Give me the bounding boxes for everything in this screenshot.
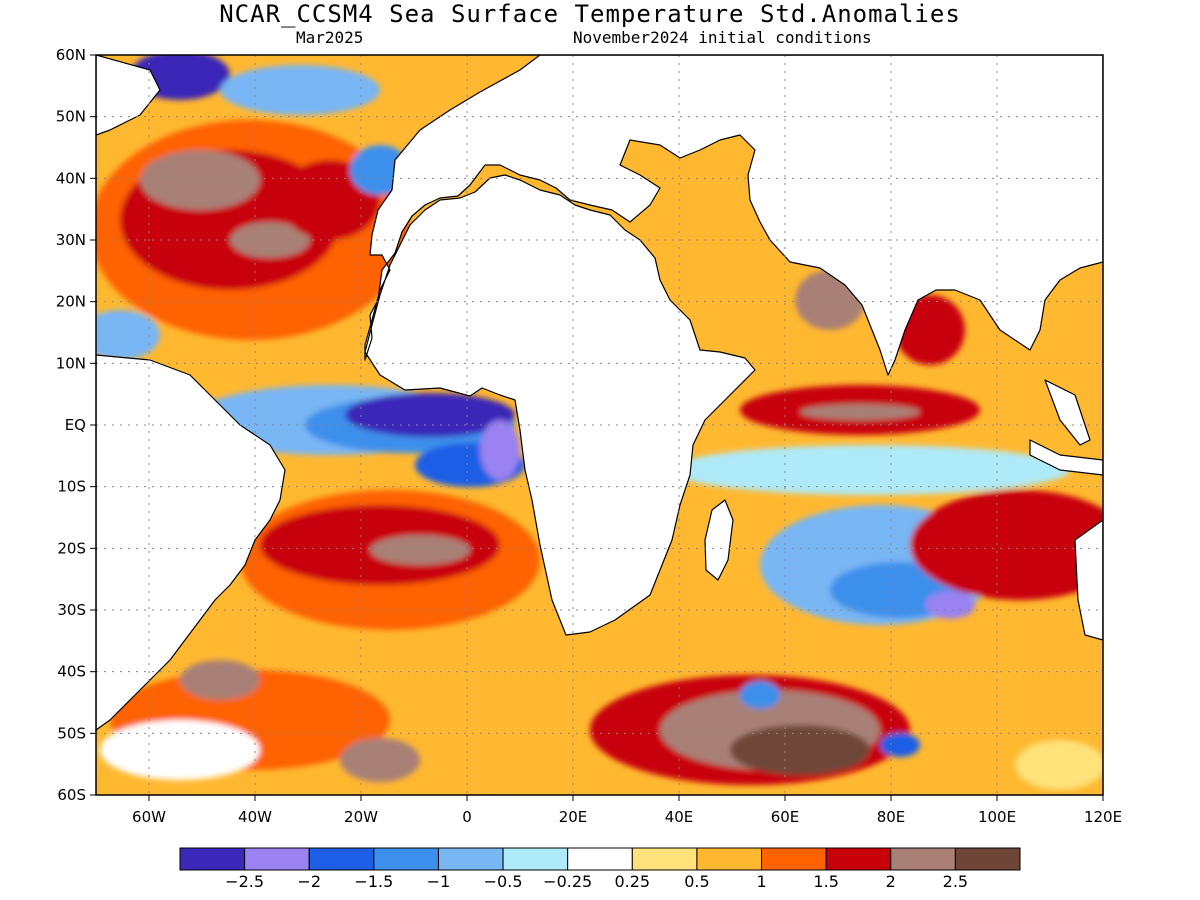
lat-tick-label: 40S (57, 663, 86, 681)
graticule (96, 55, 1103, 795)
cold-region (925, 591, 975, 619)
very-warm-region (340, 738, 420, 782)
lat-tick-label: 10N (56, 354, 86, 372)
colorbar-label: 0.5 (684, 872, 709, 891)
lon-tick-label: 60W (132, 808, 166, 826)
colorbar-label: −2.5 (225, 872, 264, 891)
colorbar-label: −0.5 (484, 872, 523, 891)
lon-tick-label: 80E (877, 808, 906, 826)
lat-tick-label: 50S (57, 724, 86, 742)
colorbar-label: −1.5 (354, 872, 393, 891)
cool-region (740, 681, 780, 709)
cold-region (480, 420, 520, 480)
very-warm-region (140, 150, 260, 210)
lon-tick-label: 20E (559, 808, 588, 826)
colorbar-swatch (179, 847, 246, 871)
lat-tick-label: 30S (57, 601, 86, 619)
colorbar-label: 2 (886, 872, 896, 891)
warm-region (910, 490, 1103, 600)
colorbar-swatch (373, 847, 439, 871)
colorbar-label: −1 (427, 872, 451, 891)
lon-tick-label: 20W (344, 808, 378, 826)
colorbar-label: −0.25 (543, 872, 592, 891)
very-warm-region (370, 535, 470, 565)
cold-region (880, 733, 920, 757)
lon-tick-label: 40E (665, 808, 694, 826)
latitude-axis: 60N 50N 40N 30N 20N 10N EQ 10S 20S 30S 40S 50S 60S (56, 46, 96, 804)
longitude-axis: 60W 40W 20W 0 20E 40E 60E 80E 100E 120E (132, 795, 1122, 826)
lat-tick-label: 50N (56, 108, 86, 126)
anomaly-field (96, 55, 1103, 795)
lon-tick-label: 100E (978, 808, 1016, 826)
colorbar: −2.5 −2 −1.5 −1 −0.5 −0.25 0.25 0.5 1 1.5 2 2.5 (179, 847, 1021, 891)
colorbar-swatch (761, 847, 827, 871)
colorbar-label: 0.25 (614, 872, 650, 891)
cool-region (220, 65, 380, 115)
lat-tick-label: 20N (56, 293, 86, 311)
colorbar-swatch (437, 847, 504, 871)
colorbar-swatch (631, 847, 698, 871)
cool-region (670, 445, 1070, 495)
landmasses (96, 55, 1103, 731)
lon-tick-label: 60E (771, 808, 800, 826)
lat-tick-label: 60N (56, 46, 86, 64)
colorbar-swatch (308, 847, 375, 871)
landmass-indonesia (1029, 379, 1103, 476)
colorbar-swatch (954, 847, 1021, 871)
lat-tick-label: 20S (57, 539, 86, 557)
initial-conditions-label: November2024 initial conditions (573, 28, 872, 47)
colorbar-swatch (825, 847, 892, 871)
colorbar-swatch (890, 847, 956, 871)
colorbar-swatch (696, 847, 763, 871)
colorbar-label: 1.5 (813, 872, 838, 891)
lon-tick-label: 120E (1084, 808, 1122, 826)
lat-tick-label: 10S (57, 478, 86, 496)
slightly-warm-region (1015, 740, 1103, 790)
neutral-region (100, 720, 260, 780)
very-warm-region (180, 660, 260, 700)
landmass-south-america (96, 55, 286, 731)
colorbar-swatch (502, 847, 569, 871)
very-warm-region (800, 404, 920, 420)
lat-tick-label: 60S (57, 786, 86, 804)
colorbar-label: 1 (756, 872, 766, 891)
cold-region (345, 393, 515, 437)
landmass-africa-eurasia (364, 55, 1103, 636)
lon-tick-label: 40W (238, 808, 272, 826)
colorbar-swatch (244, 847, 310, 871)
lon-tick-label: 0 (462, 808, 472, 826)
landmass-madagascar (704, 499, 734, 581)
colorbar-swatch (567, 847, 633, 871)
cool-region (96, 310, 160, 360)
lat-tick-label: 40N (56, 169, 86, 187)
extreme-warm-region (730, 725, 870, 775)
target-month-label: Mar2025 (296, 28, 364, 47)
lat-tick-label: EQ (65, 416, 86, 434)
colorbar-label: −2 (297, 872, 321, 891)
colorbar-label: 2.5 (943, 872, 968, 891)
very-warm-region (230, 222, 310, 258)
chart-title: NCAR_CCSM4 Sea Surface Temperature Std.A… (219, 0, 961, 28)
lat-tick-label: 30N (56, 231, 86, 249)
